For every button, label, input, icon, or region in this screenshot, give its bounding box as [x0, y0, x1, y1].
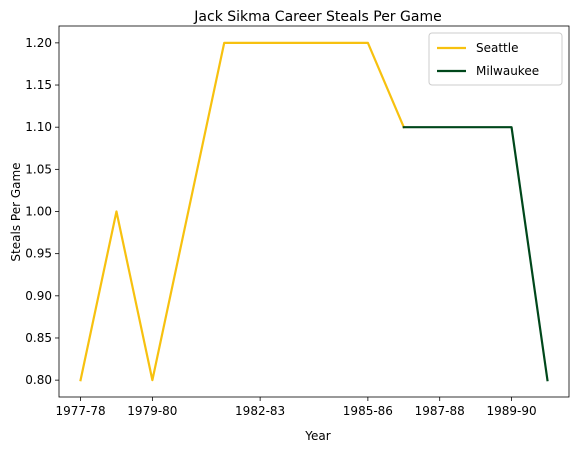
- series-layer: [79, 41, 549, 382]
- x-tick-label: 1977-78: [55, 404, 105, 418]
- x-tick-label: 1989-90: [486, 404, 536, 418]
- x-tick-label: 1987-88: [415, 404, 465, 418]
- legend-label-seattle: Seattle: [476, 41, 518, 55]
- y-tick-label: 0.95: [25, 247, 52, 261]
- y-axis: 0.80 0.85 0.90 0.95 1.00 1.05 1.10 1.15 1.20: [25, 36, 59, 387]
- y-tick-label: 1.05: [25, 162, 52, 176]
- plot-frame: [58, 25, 570, 398]
- y-tick-label: 0.80: [25, 373, 52, 387]
- x-axis-label: Year: [304, 429, 330, 443]
- y-tick-label: 1.10: [25, 120, 52, 134]
- y-axis-label: Steals Per Game: [9, 162, 23, 261]
- y-tick-label: 1.20: [25, 36, 52, 50]
- legend-label-milwaukee: Milwaukee: [476, 64, 539, 78]
- x-tick-label: 1985-86: [343, 404, 393, 418]
- y-tick-label: 0.85: [25, 331, 52, 345]
- chart-title: Jack Sikma Career Steals Per Game: [193, 9, 441, 25]
- y-tick-label: 1.15: [25, 78, 52, 92]
- series-line-milwaukee: [402, 126, 549, 382]
- legend: Seattle Milwaukee: [428, 32, 563, 86]
- series-line-seattle: [79, 41, 406, 382]
- x-axis: 1977-78 1979-80 1982-83 1985-86 1987-88 1989-…: [55, 397, 537, 418]
- y-tick-label: 1.00: [25, 205, 52, 219]
- x-tick-label: 1979-80: [127, 404, 177, 418]
- y-tick-label: 0.90: [25, 289, 52, 303]
- x-tick-label: 1982-83: [235, 404, 285, 418]
